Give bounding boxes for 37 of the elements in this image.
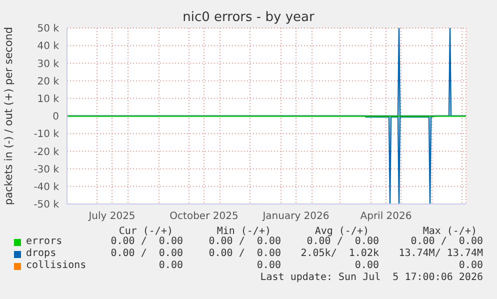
y-tick-label: -40 k	[34, 182, 60, 193]
y-tick-label: 40 k	[37, 41, 60, 52]
legend-label: collisions	[26, 260, 86, 271]
text: 0.00	[158, 260, 183, 271]
y-tick-label: 30 k	[37, 58, 60, 70]
text: 13.74M/ 13.74M	[398, 248, 483, 259]
y-tick-label: -10 k	[34, 129, 60, 140]
text: Cur (-/+)	[118, 226, 173, 237]
text: 0.00	[256, 260, 281, 271]
y-tick-label: 10 k	[37, 94, 60, 105]
text: 2.05k/ 1.02k	[300, 248, 379, 259]
x-tick-label: October 2025	[170, 211, 238, 222]
legend-label: drops	[26, 248, 56, 259]
text: 0.00 / 0.00	[110, 236, 183, 247]
text: 0.00 / 0.00	[306, 236, 379, 247]
y-tick-label: -20 k	[34, 146, 60, 158]
chart-title: nic0 errors - by year	[182, 10, 316, 25]
text: Max (-/+)	[422, 226, 477, 237]
text: 0.00	[354, 260, 379, 271]
text: 0.00	[458, 260, 483, 271]
y-tick-label: 50 k	[37, 24, 60, 35]
x-tick-label: July 2025	[88, 211, 136, 222]
text: 0.00 / 0.00	[208, 236, 281, 247]
text: Min (-/+)	[216, 226, 271, 237]
x-tick-label: January 2026	[262, 211, 330, 222]
y-tick-label: 20 k	[37, 76, 60, 88]
text: 0.00 / 0.00	[110, 248, 183, 259]
text: 0.00 / 0.00	[410, 236, 483, 247]
y-axis-title: packets in (-) / out (+) per second	[3, 26, 15, 206]
y-tick-label: -50 k	[34, 200, 60, 211]
text: Avg (-/+)	[314, 226, 369, 237]
text: Last update: Sun Jul 5 17:00:06 2026	[260, 272, 483, 283]
text: 0.00 / 0.00	[208, 248, 281, 259]
legend-label: errors	[26, 236, 62, 247]
y-tick-label: 0	[52, 112, 59, 123]
x-tick-label: April 2026	[360, 211, 412, 222]
y-tick-label: -30 k	[34, 164, 60, 176]
